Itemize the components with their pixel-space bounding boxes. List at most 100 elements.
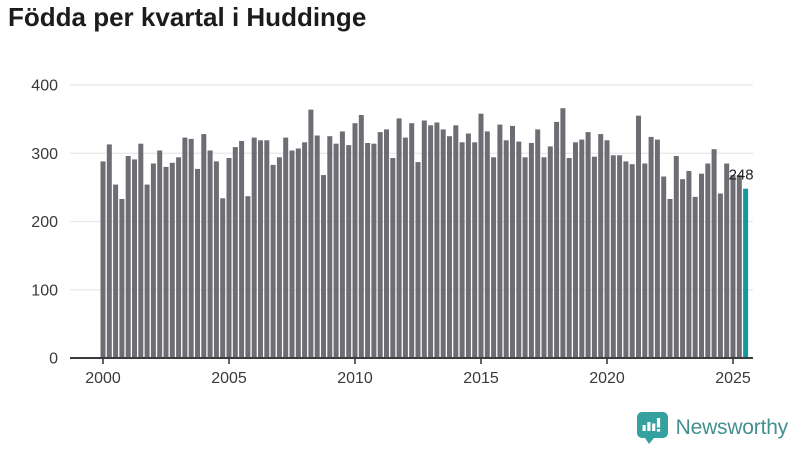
bar-2018-q1[interactable] [554,121,560,359]
bar-2012-q4[interactable] [421,120,427,359]
bar-2019-q1[interactable] [579,139,585,358]
bar-2021-q1[interactable] [629,164,635,358]
bar-2011-q4[interactable] [396,118,402,359]
bar-2025-q3[interactable] [743,188,749,358]
bar-2008-q4[interactable] [321,175,326,358]
bar-2004-q1[interactable] [201,134,207,358]
bar-2014-q3[interactable] [465,133,471,359]
bar-2016-q2[interactable] [510,125,515,359]
bar-2019-q3[interactable] [591,156,597,358]
bar-2006-q1[interactable] [251,137,257,358]
bar-2024-q1[interactable] [705,163,711,359]
bar-2022-q3[interactable] [667,199,673,358]
bar-2015-q1[interactable] [478,113,484,358]
bar-2009-q4[interactable] [346,145,352,358]
footer-brand[interactable]: Newsworthy [635,411,788,444]
bar-2023-q2[interactable] [686,171,692,358]
bar-2013-q3[interactable] [440,129,446,358]
bar-2013-q1[interactable] [428,125,434,358]
bar-2007-q4[interactable] [295,148,301,359]
bar-2006-q4[interactable] [270,164,276,358]
bar-2000-q2[interactable] [106,144,112,358]
bar-2010-q1[interactable] [352,123,358,358]
bar-2024-q3[interactable] [717,193,723,359]
bar-2006-q2[interactable] [258,140,263,358]
bar-2022-q2[interactable] [661,176,667,359]
bar-2020-q2[interactable] [610,155,616,358]
bar-2009-q2[interactable] [333,143,339,358]
bar-2020-q3[interactable] [617,155,623,358]
bar-2016-q4[interactable] [522,157,528,358]
bar-2006-q3[interactable] [264,140,270,358]
bar-2024-q4[interactable] [724,163,730,359]
bar-2008-q2[interactable] [308,109,314,358]
bar-2015-q3[interactable] [491,157,497,358]
bar-2022-q1[interactable] [654,139,660,358]
bar-2003-q4[interactable] [195,168,200,358]
bar-2001-q1[interactable] [125,156,131,358]
bar-2014-q2[interactable] [459,142,465,358]
bar-2010-q2[interactable] [358,115,364,358]
bar-2021-q2[interactable] [636,115,641,358]
bar-2007-q3[interactable] [289,150,295,359]
bar-2019-q2[interactable] [585,132,591,358]
bar-2002-q3[interactable] [163,166,169,358]
bar-2004-q4[interactable] [220,198,226,358]
bar-2021-q3[interactable] [642,163,648,359]
bar-2009-q1[interactable] [327,136,333,358]
bar-2005-q2[interactable] [232,147,238,358]
bar-2015-q4[interactable] [497,124,503,358]
bar-2023-q1[interactable] [680,179,686,358]
bar-2020-q4[interactable] [623,161,629,358]
bar-2001-q4[interactable] [144,184,150,358]
bar-2017-q1[interactable] [528,143,534,358]
bar-2004-q2[interactable] [207,150,213,359]
bar-2014-q4[interactable] [472,142,478,358]
bar-2013-q4[interactable] [447,136,452,358]
bar-2011-q1[interactable] [377,132,383,358]
bar-2018-q2[interactable] [560,108,566,358]
bar-2010-q3[interactable] [365,143,371,358]
bar-2005-q1[interactable] [226,158,232,358]
bar-2001-q2[interactable] [132,159,137,358]
bar-2023-q3[interactable] [692,196,698,358]
bar-2005-q4[interactable] [245,196,251,358]
bar-2002-q4[interactable] [169,162,175,358]
bar-2016-q1[interactable] [503,140,509,358]
bar-2005-q3[interactable] [239,141,245,358]
bar-2011-q3[interactable] [390,158,396,358]
bar-2021-q4[interactable] [648,136,654,358]
bar-2017-q4[interactable] [547,146,553,358]
bar-2000-q1[interactable] [100,161,106,358]
bar-2012-q2[interactable] [409,123,415,358]
bar-2022-q4[interactable] [673,156,679,358]
bar-2019-q4[interactable] [598,134,604,358]
bar-2002-q1[interactable] [150,163,156,359]
bar-2008-q1[interactable] [302,142,308,358]
bar-2004-q3[interactable] [213,161,219,358]
bar-2007-q2[interactable] [283,137,289,358]
bar-2008-q3[interactable] [314,135,320,359]
bar-2003-q3[interactable] [188,138,194,358]
bar-2018-q3[interactable] [566,158,572,358]
bar-2016-q3[interactable] [516,141,522,358]
bar-2000-q4[interactable] [119,199,125,358]
bar-2025-q1[interactable] [730,175,736,358]
bar-2014-q1[interactable] [453,125,459,358]
bar-2003-q1[interactable] [176,157,182,358]
bar-2015-q2[interactable] [484,131,490,358]
bar-2000-q3[interactable] [113,184,119,358]
bar-2025-q2[interactable] [736,175,742,358]
bar-2012-q3[interactable] [415,162,421,358]
bar-2020-q1[interactable] [604,140,610,358]
bar-2017-q3[interactable] [541,157,547,358]
bar-2003-q2[interactable] [182,137,188,358]
bar-2017-q2[interactable] [535,129,541,358]
bar-2007-q1[interactable] [276,157,282,358]
bar-2023-q4[interactable] [699,173,704,358]
bar-2009-q3[interactable] [339,131,345,358]
bar-2010-q4[interactable] [371,143,377,358]
bar-2011-q2[interactable] [384,129,389,358]
bar-2012-q1[interactable] [402,137,408,358]
bar-2002-q2[interactable] [157,150,163,359]
